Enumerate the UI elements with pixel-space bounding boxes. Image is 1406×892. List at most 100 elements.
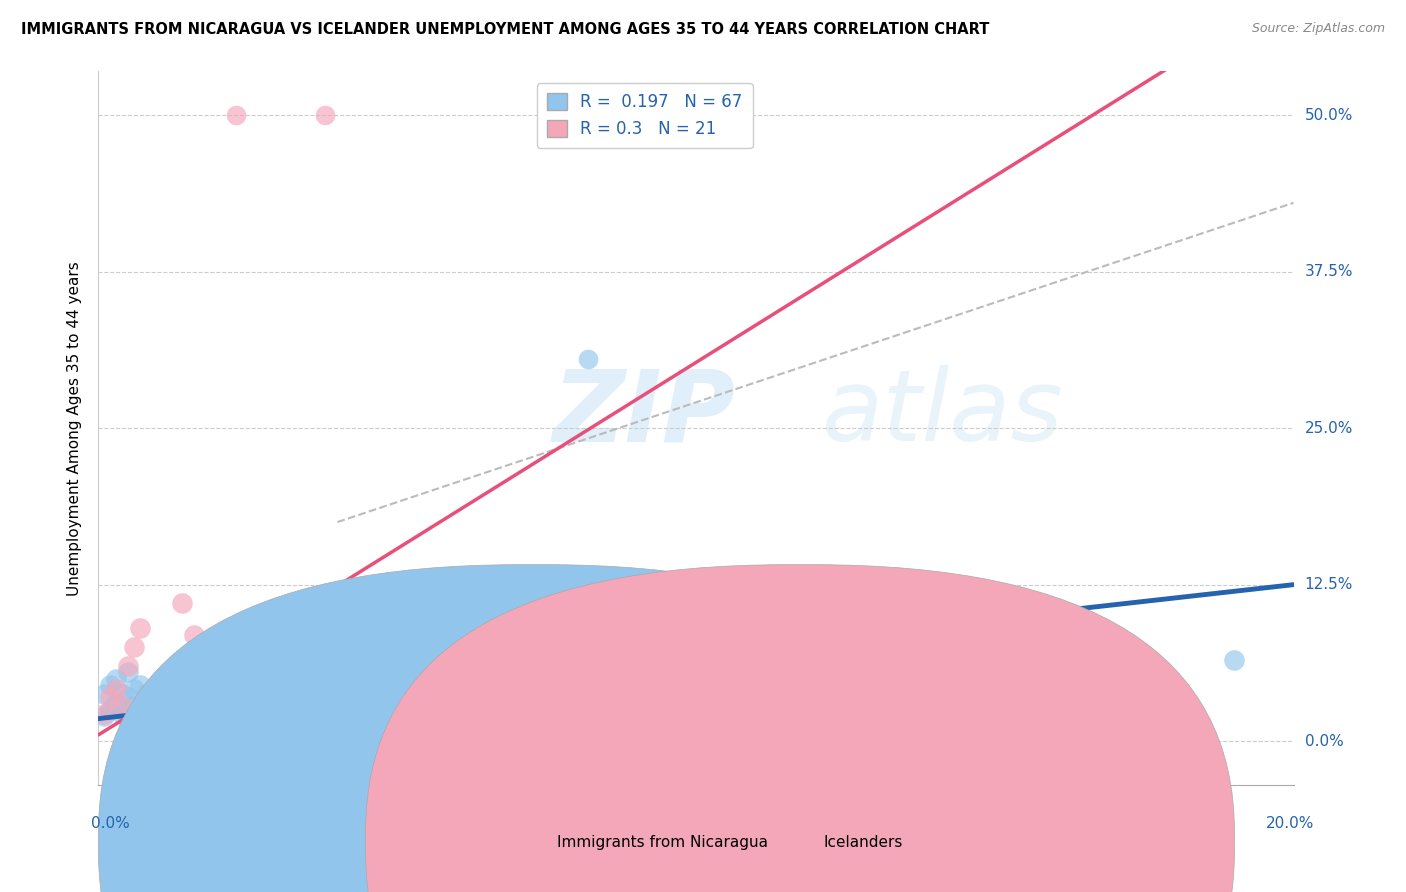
Point bbox=[254, 712, 277, 726]
Point bbox=[374, 703, 396, 717]
Point bbox=[326, 697, 349, 711]
Text: 37.5%: 37.5% bbox=[1305, 264, 1353, 279]
Point bbox=[446, 678, 468, 692]
Point bbox=[124, 640, 146, 655]
Text: atlas: atlas bbox=[821, 366, 1063, 462]
Point bbox=[129, 709, 152, 723]
Point bbox=[212, 687, 235, 701]
Point bbox=[207, 709, 229, 723]
Point bbox=[385, 681, 409, 696]
Point bbox=[111, 706, 134, 721]
Point bbox=[148, 706, 170, 721]
Point bbox=[339, 706, 361, 721]
Point bbox=[685, 659, 707, 673]
Point bbox=[177, 678, 200, 692]
Point bbox=[129, 678, 152, 692]
Text: 0.0%: 0.0% bbox=[91, 816, 131, 831]
Text: 12.5%: 12.5% bbox=[1305, 577, 1353, 592]
Text: 20.0%: 20.0% bbox=[1267, 816, 1315, 831]
Point bbox=[201, 681, 224, 696]
Point bbox=[374, 712, 396, 726]
Point bbox=[506, 687, 529, 701]
Point bbox=[236, 678, 259, 692]
Point bbox=[219, 699, 242, 714]
Point bbox=[148, 684, 170, 698]
Point bbox=[578, 352, 600, 367]
Point bbox=[111, 699, 134, 714]
Point bbox=[172, 687, 194, 701]
Point bbox=[93, 706, 115, 721]
Point bbox=[254, 699, 277, 714]
Point bbox=[141, 715, 163, 730]
Point bbox=[243, 706, 266, 721]
Text: 0.0%: 0.0% bbox=[1305, 733, 1343, 748]
Point bbox=[117, 659, 139, 673]
Point bbox=[98, 678, 122, 692]
Point bbox=[117, 712, 139, 726]
Point bbox=[315, 712, 337, 726]
Point bbox=[745, 665, 768, 680]
Point bbox=[135, 703, 157, 717]
Y-axis label: Unemployment Among Ages 35 to 44 years: Unemployment Among Ages 35 to 44 years bbox=[67, 260, 83, 596]
Point bbox=[135, 687, 157, 701]
Point bbox=[111, 687, 134, 701]
Point bbox=[153, 690, 176, 705]
Point bbox=[117, 690, 139, 705]
Point bbox=[159, 681, 181, 696]
Point bbox=[98, 703, 122, 717]
Point bbox=[159, 703, 181, 717]
Point bbox=[416, 699, 439, 714]
Point bbox=[117, 665, 139, 680]
Point bbox=[105, 672, 128, 686]
Point bbox=[165, 697, 187, 711]
Point bbox=[249, 687, 271, 701]
Point bbox=[195, 703, 218, 717]
Point bbox=[195, 709, 218, 723]
Point bbox=[1223, 653, 1246, 667]
Point bbox=[655, 628, 678, 642]
Text: Immigrants from Nicaragua: Immigrants from Nicaragua bbox=[557, 835, 768, 849]
Point bbox=[315, 108, 337, 122]
Point bbox=[148, 678, 170, 692]
Point bbox=[297, 703, 319, 717]
Point bbox=[273, 706, 295, 721]
Point bbox=[165, 715, 187, 730]
Point bbox=[219, 659, 242, 673]
Point bbox=[236, 684, 259, 698]
Point bbox=[536, 703, 558, 717]
Point bbox=[278, 681, 301, 696]
Point bbox=[124, 681, 146, 696]
Point bbox=[446, 703, 468, 717]
Point bbox=[141, 694, 163, 708]
Legend: R =  0.197   N = 67, R = 0.3   N = 21: R = 0.197 N = 67, R = 0.3 N = 21 bbox=[537, 83, 752, 148]
Point bbox=[278, 665, 301, 680]
Text: 50.0%: 50.0% bbox=[1305, 108, 1353, 123]
Point bbox=[231, 694, 253, 708]
Point bbox=[225, 108, 247, 122]
Point bbox=[172, 596, 194, 610]
Text: Icelanders: Icelanders bbox=[824, 835, 903, 849]
Point bbox=[177, 706, 200, 721]
Point bbox=[714, 647, 737, 661]
Point bbox=[475, 706, 498, 721]
Point bbox=[93, 687, 115, 701]
Point bbox=[302, 690, 325, 705]
Point bbox=[183, 712, 205, 726]
Point bbox=[315, 690, 337, 705]
Point bbox=[1073, 672, 1095, 686]
Point bbox=[129, 622, 152, 636]
Point bbox=[105, 697, 128, 711]
Point bbox=[356, 687, 378, 701]
Point bbox=[188, 690, 211, 705]
Point bbox=[260, 699, 283, 714]
Point bbox=[93, 709, 115, 723]
Point bbox=[284, 712, 307, 726]
Point bbox=[105, 681, 128, 696]
Text: IMMIGRANTS FROM NICARAGUA VS ICELANDER UNEMPLOYMENT AMONG AGES 35 TO 44 YEARS CO: IMMIGRANTS FROM NICARAGUA VS ICELANDER U… bbox=[21, 22, 990, 37]
Text: ZIP: ZIP bbox=[553, 366, 735, 462]
Point bbox=[124, 699, 146, 714]
Text: Source: ZipAtlas.com: Source: ZipAtlas.com bbox=[1251, 22, 1385, 36]
Point bbox=[267, 690, 290, 705]
Point bbox=[98, 690, 122, 705]
Point bbox=[159, 665, 181, 680]
